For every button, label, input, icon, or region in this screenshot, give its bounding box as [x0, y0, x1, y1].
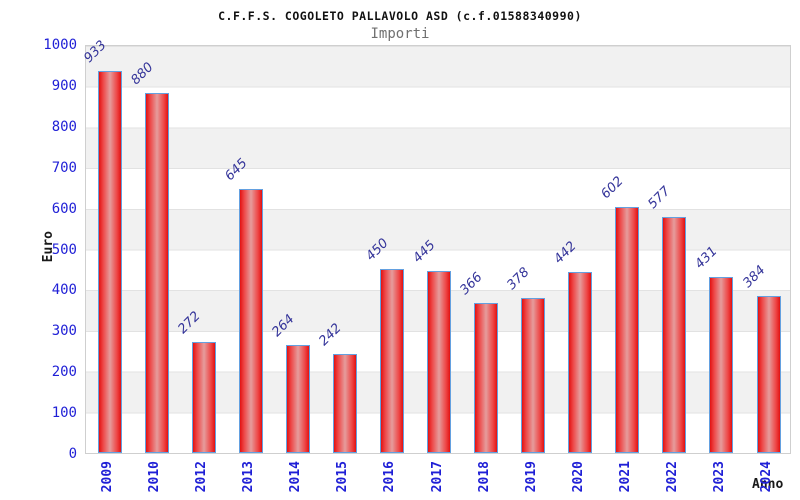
bar-2020 [568, 272, 593, 453]
bar-2013 [238, 189, 263, 453]
x-tick-label: 2012 [194, 461, 210, 493]
bar-2009 [97, 71, 122, 453]
bar-value-label: 378 [504, 265, 533, 294]
x-tick-label: 2013 [241, 461, 257, 493]
bar-value-label: 602 [598, 173, 627, 202]
chart-title: C.F.F.S. COGOLETO PALLAVOLO ASD (c.f.015… [218, 9, 582, 23]
y-tick-label: 200 [51, 364, 77, 381]
x-tick-label: 2021 [617, 461, 633, 493]
x-axis-title: Anno [752, 477, 784, 492]
y-tick-label: 0 [68, 446, 77, 462]
plot-area: 933 880 272 645 264 242 450 445 366 378 442 602 577 4… [81, 38, 791, 454]
y-tick-label: 400 [51, 282, 77, 299]
x-tick-label: 2020 [570, 461, 586, 493]
bar-value-label: 431 [692, 243, 721, 272]
bar-2023 [709, 276, 734, 453]
bar-value-label: 645 [222, 156, 251, 185]
bar-value-label: 450 [363, 235, 392, 264]
bar-2019 [521, 298, 546, 453]
bar-2010 [144, 93, 169, 453]
bar-2022 [662, 217, 687, 453]
x-tick-label: 2014 [288, 461, 304, 493]
bar-2024 [756, 295, 781, 453]
bar-value-label: 366 [457, 270, 486, 299]
bar-2018 [474, 303, 499, 453]
bar-value-label: 384 [739, 262, 769, 291]
x-tick-label: 2024 [759, 461, 774, 493]
bar-2016 [379, 268, 404, 453]
chart-subtitle: Importi [370, 26, 430, 42]
x-tick-label: 2015 [335, 461, 351, 493]
bar-value-label: 264 [269, 311, 298, 340]
bar-value-label: 933 [80, 38, 110, 67]
y-tick-label: 700 [51, 159, 77, 176]
bar-value-label: 577 [645, 183, 674, 212]
bar-2015 [332, 354, 357, 453]
y-tick-label: 600 [51, 200, 77, 217]
y-tick-label: 500 [51, 241, 77, 258]
x-tick-label: 2019 [523, 461, 539, 493]
bar-2014 [285, 345, 310, 453]
bar-2021 [615, 206, 640, 453]
x-tick-label: 2009 [100, 461, 115, 493]
bar-value-label: 242 [316, 320, 345, 349]
bar-value-label: 445 [410, 237, 439, 266]
bar-value-label: 272 [175, 308, 204, 337]
y-tick-label: 900 [51, 77, 77, 94]
bar-value-label: 442 [551, 239, 580, 268]
y-tick-label: 300 [51, 323, 77, 340]
y-tick-label: 800 [51, 118, 77, 135]
x-tick-label: 2017 [429, 461, 445, 493]
y-tick-label: 1000 [43, 37, 77, 53]
x-tick-label: 2018 [476, 461, 492, 493]
bar-value-label: 880 [127, 59, 157, 89]
bar-2012 [191, 341, 216, 453]
x-tick-label: 2016 [382, 461, 398, 493]
x-tick-label: 2023 [711, 461, 727, 493]
bar-2017 [427, 271, 451, 453]
y-tick-label: 100 [51, 405, 77, 422]
x-tick-label: 2022 [664, 461, 680, 493]
x-tick-label: 2010 [147, 461, 163, 493]
